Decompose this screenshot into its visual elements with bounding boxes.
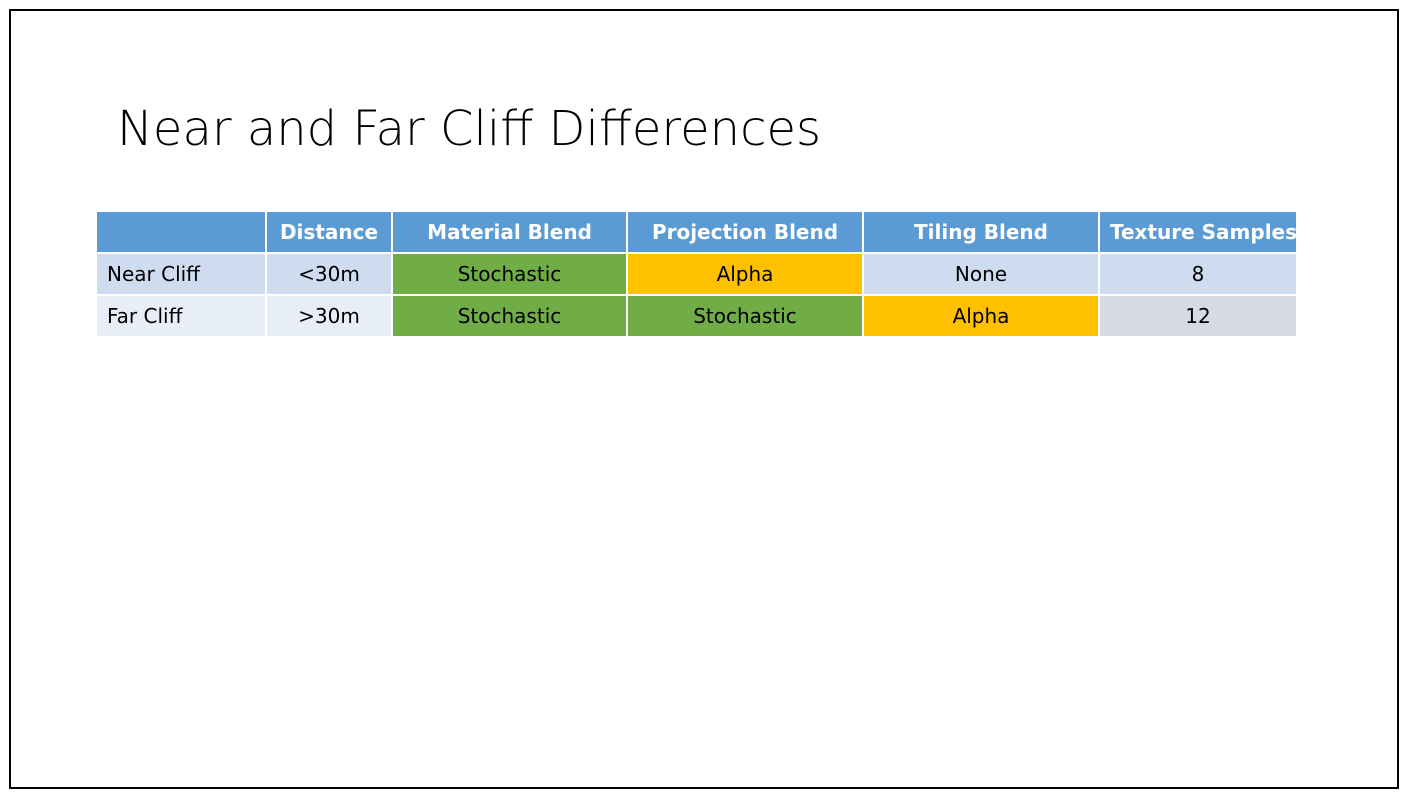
texture-samples-cell: 12 <box>1098 294 1298 338</box>
header-cell-material-blend: Material Blend <box>391 210 628 254</box>
header-cell-tiling-blend: Tiling Blend <box>862 210 1100 254</box>
slide: Near and Far Cliff Differences <box>9 9 1399 789</box>
texture-samples-cell: 8 <box>1098 252 1298 296</box>
header-cell-projection-blend: Projection Blend <box>626 210 864 254</box>
row-label: Far Cliff <box>95 294 267 338</box>
projection-blend-cell: Alpha <box>626 252 864 296</box>
projection-blend-cell: Stochastic <box>626 294 864 338</box>
row-label: Near Cliff <box>95 252 267 296</box>
distance-cell: <30m <box>265 252 393 296</box>
header-cell-empty <box>95 210 267 254</box>
table-row: Near Cliff <30m Stochastic Alpha None 8 <box>95 252 1298 296</box>
distance-cell: >30m <box>265 294 393 338</box>
table-header-row: Distance Material Blend Projection Blend… <box>95 210 1298 254</box>
table-row: Far Cliff >30m Stochastic Stochastic Alp… <box>95 294 1298 338</box>
material-blend-cell: Stochastic <box>391 294 628 338</box>
comparison-table: Distance Material Blend Projection Blend… <box>95 210 1298 338</box>
header-cell-distance: Distance <box>265 210 393 254</box>
tiling-blend-cell: Alpha <box>862 294 1100 338</box>
material-blend-cell: Stochastic <box>391 252 628 296</box>
slide-title: Near and Far Cliff Differences <box>117 101 821 157</box>
tiling-blend-cell: None <box>862 252 1100 296</box>
header-cell-texture-samples: Texture Samples <box>1098 210 1298 254</box>
